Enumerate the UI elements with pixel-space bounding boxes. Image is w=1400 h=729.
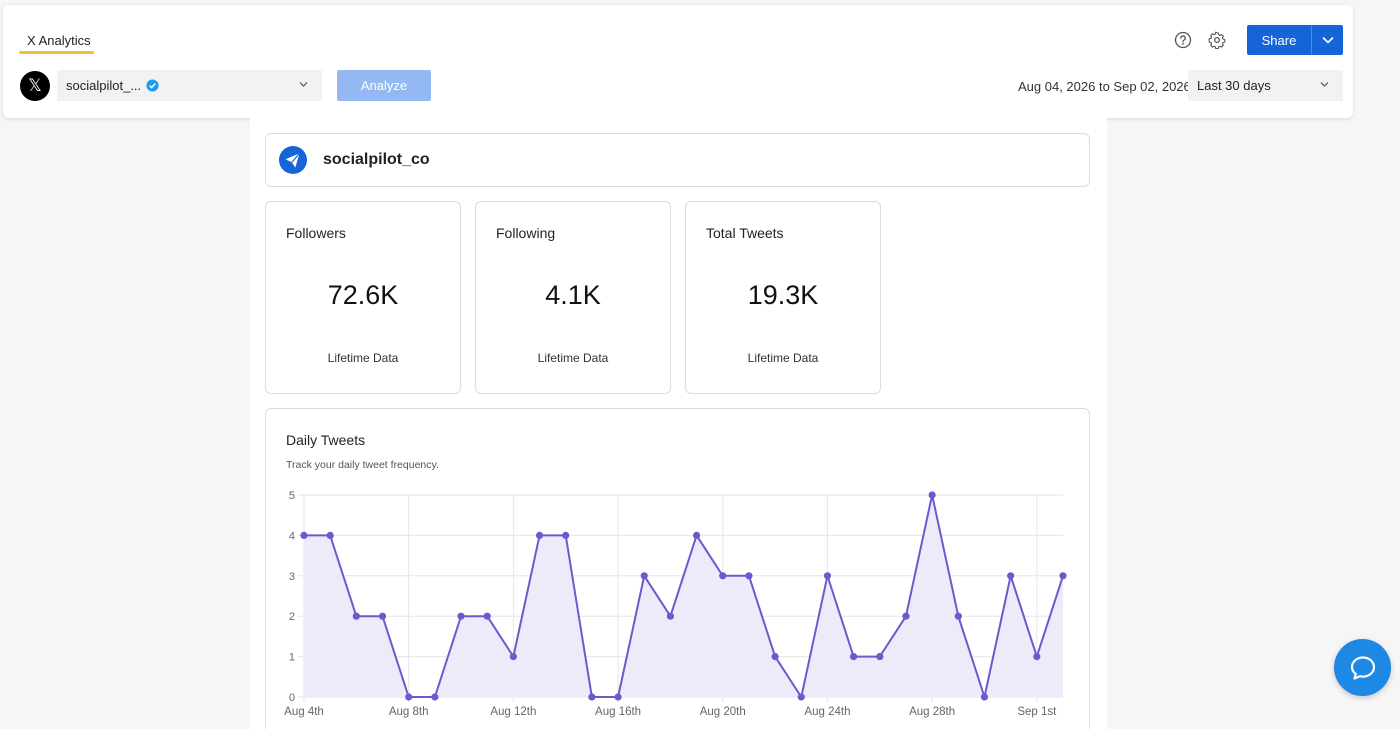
data-point [300,531,308,539]
chevron-down-icon [299,82,308,87]
data-point [850,653,858,661]
data-point [535,531,544,539]
data-point [771,653,779,661]
x-tick-label: Aug 28th [909,706,955,718]
period-select[interactable]: Last 30 days [1188,70,1343,101]
share-divider [1311,25,1312,55]
data-point [457,612,465,620]
tab-x-analytics[interactable]: X Analytics [27,33,91,48]
profile-name: socialpilot_co [323,151,430,168]
data-point [483,612,491,620]
chart-subtitle: Track your daily tweet frequency. [286,459,439,471]
x-tick-label: Aug 16th [595,706,641,718]
stat-value: 72.6K [327,280,399,310]
data-point [614,693,622,701]
x-logo-avatar: 𝕏 [20,71,50,101]
data-point [405,693,413,701]
tab-active-indicator [19,51,94,54]
data-point [692,531,701,539]
data-point [431,693,439,701]
gear-icon[interactable] [1208,31,1226,49]
analyze-button[interactable]: Analyze [337,70,431,101]
data-point [1033,653,1041,661]
y-tick-label: 4 [289,530,295,542]
area-fill [304,495,1063,697]
series-line [304,494,1064,698]
x-tick-label: Aug 4th [284,706,324,718]
data-point [509,653,517,661]
data-point [745,572,753,580]
verified-badge-icon [146,79,159,92]
account-select[interactable]: socialpilot_... [57,70,322,101]
stat-title: Total Tweets [706,225,784,241]
x-tick-label: Sep 1st [1017,706,1057,718]
y-tick-label: 1 [289,652,295,664]
stat-subtitle: Lifetime Data [327,351,399,365]
data-point [1007,572,1015,580]
x-tick-label: Aug 12th [490,706,536,718]
y-tick-label: 0 [289,692,295,704]
share-button[interactable]: Share [1247,25,1343,55]
stat-value: 4.1K [545,280,601,310]
stat-value: 19.3K [747,280,819,310]
y-tick-label: 5 [289,490,295,502]
data-point [719,572,727,580]
stat-title: Followers [286,225,346,241]
data-point [823,572,832,580]
data-point [928,491,936,499]
data-point [1059,572,1067,580]
stat-card-total-tweets: Total Tweets 19.3K Lifetime Data [685,201,881,394]
data-point [562,531,570,539]
chevron-down-icon [1320,82,1329,87]
y-tick-label: 3 [289,571,295,583]
data-point [902,612,910,620]
stat-card-following: Following 4.1K Lifetime Data [475,201,671,394]
data-point [588,693,596,701]
stat-title: Following [496,225,556,241]
chart-title: Daily Tweets [286,432,366,448]
x-tick-label: Aug 20th [700,706,746,718]
period-value: Last 30 days [1197,78,1271,93]
stat-subtitle: Lifetime Data [537,351,609,365]
daily-tweets-chart: 0 1 2 3 4 5 Aug 4th Aug 8th Aug 12th Aug 16th Aug … [284,490,1067,718]
data-point [326,531,334,539]
share-label: Share [1261,32,1297,48]
x-tick-label: Aug 24th [804,706,850,718]
data-point [980,693,989,701]
data-point [797,693,805,701]
help-icon[interactable] [1174,31,1192,49]
account-name: socialpilot_... [66,78,142,93]
profile-card: socialpilot_co [265,133,1090,187]
socialpilot-logo-icon [279,146,307,174]
x-tick-label: Aug 8th [389,706,429,718]
stat-subtitle: Lifetime Data [747,351,819,365]
date-range-text: Aug 04, 2026 to Sep 02, 2026 [1018,79,1191,94]
stat-card-followers: Followers 72.6K Lifetime Data [265,201,461,394]
share-dropdown-toggle[interactable] [1312,36,1343,44]
support-chat-button[interactable] [1334,639,1391,696]
chat-bubble-icon [1350,655,1375,680]
chevron-down-icon [1321,36,1334,44]
daily-tweets-card: Daily Tweets Track your daily tweet freq… [265,408,1090,729]
data-point [954,612,962,620]
y-tick-label: 2 [289,611,295,623]
data-point [640,572,648,580]
data-point [352,612,360,620]
data-point [876,653,884,661]
data-point [378,612,387,620]
data-point [666,612,675,620]
header-card: X Analytics Share 𝕏 socialpilot_... Anal… [3,5,1353,118]
